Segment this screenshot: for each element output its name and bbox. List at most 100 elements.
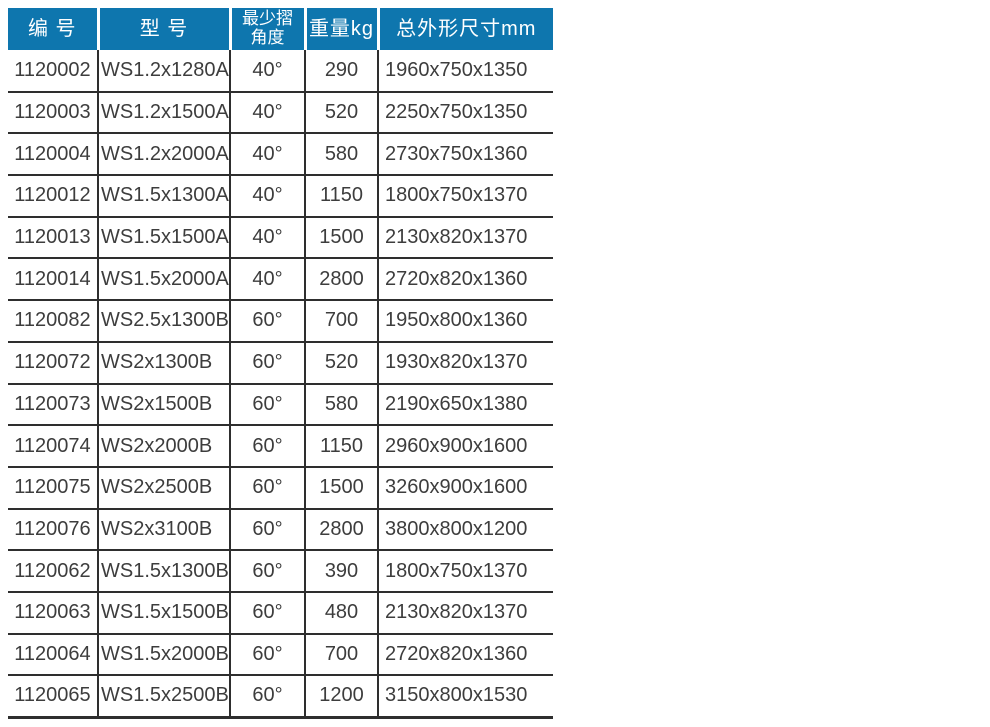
cell-weight: 700 [304, 300, 378, 343]
cell-model: WS1.5x2500B [97, 675, 230, 719]
cell-dimensions: 1800x750x1370 [377, 550, 553, 593]
cell-dimensions: 1960x750x1350 [377, 50, 553, 93]
header-row: 编 号 型 号 最少摺 角度 重量kg 总外形尺寸mm [8, 8, 553, 50]
cell-code: 1120002 [8, 50, 98, 93]
table-row: 1120062 WS1.5x1300B 60° 390 1800x750x137… [8, 550, 553, 593]
cell-code: 1120075 [8, 466, 98, 510]
cell-weight: 2800 [304, 508, 378, 552]
cell-weight: 700 [304, 633, 378, 677]
cell-weight: 1150 [304, 175, 378, 218]
cell-model: WS2x1300B [97, 341, 230, 385]
cell-dimensions: 1950x800x1360 [377, 300, 553, 343]
cell-model: WS1.5x1300A [97, 175, 230, 218]
col-header-code: 编 号 [8, 8, 98, 50]
cell-dimensions: 3150x800x1530 [377, 675, 553, 719]
cell-min-angle: 60° [229, 675, 305, 719]
cell-weight: 390 [304, 550, 378, 593]
cell-min-angle: 40° [229, 175, 305, 218]
cell-dimensions: 1930x820x1370 [377, 341, 553, 385]
cell-min-angle: 60° [229, 508, 305, 552]
cell-dimensions: 2730x750x1360 [377, 133, 553, 177]
table-row: 1120075 WS2x2500B 60° 1500 3260x900x1600 [8, 466, 553, 510]
cell-code: 1120064 [8, 633, 98, 677]
cell-weight: 520 [304, 341, 378, 385]
cell-model: WS1.2x2000A [97, 133, 230, 177]
cell-code: 1120012 [8, 175, 98, 218]
cell-min-angle: 60° [229, 550, 305, 593]
cell-min-angle: 60° [229, 300, 305, 343]
table-row: 1120073 WS2x1500B 60° 580 2190x650x1380 [8, 383, 553, 427]
table-row: 1120003 WS1.2x1500A 40° 520 2250x750x135… [8, 91, 553, 135]
cell-min-angle: 40° [229, 258, 305, 302]
cell-code: 1120004 [8, 133, 98, 177]
table-row: 1120063 WS1.5x1500B 60° 480 2130x820x137… [8, 591, 553, 635]
cell-min-angle: 40° [229, 91, 305, 135]
cell-weight: 580 [304, 383, 378, 427]
cell-dimensions: 2190x650x1380 [377, 383, 553, 427]
col-header-min-angle: 最少摺 角度 [228, 8, 305, 50]
cell-dimensions: 2130x820x1370 [377, 591, 553, 635]
cell-dimensions: 3800x800x1200 [377, 508, 553, 552]
cell-model: WS1.5x1300B [97, 550, 230, 593]
table-header: 编 号 型 号 最少摺 角度 重量kg 总外形尺寸mm [8, 8, 553, 50]
col-header-model: 型 号 [96, 8, 230, 50]
cell-code: 1120063 [8, 591, 98, 635]
cell-code: 1120082 [8, 300, 98, 343]
table-row: 1120013 WS1.5x1500A 40° 1500 2130x820x13… [8, 216, 553, 260]
cell-weight: 2800 [304, 258, 378, 302]
table-row: 1120072 WS2x1300B 60° 520 1930x820x1370 [8, 341, 553, 385]
cell-dimensions: 1800x750x1370 [377, 175, 553, 218]
table-body: 1120002 WS1.2x1280A 40° 290 1960x750x135… [8, 50, 553, 719]
cell-weight: 1200 [304, 675, 378, 719]
cell-weight: 580 [304, 133, 378, 177]
cell-code: 1120062 [8, 550, 98, 593]
cell-min-angle: 60° [229, 591, 305, 635]
cell-weight: 1500 [304, 466, 378, 510]
cell-dimensions: 3260x900x1600 [377, 466, 553, 510]
cell-model: WS2.5x1300B [97, 300, 230, 343]
product-spec-table: 编 号 型 号 最少摺 角度 重量kg 总外形尺寸mm 1120002 WS1.… [8, 8, 553, 719]
cell-min-angle: 60° [229, 341, 305, 385]
cell-model: WS1.5x2000B [97, 633, 230, 677]
cell-min-angle: 60° [229, 425, 305, 468]
cell-code: 1120072 [8, 341, 98, 385]
cell-code: 1120076 [8, 508, 98, 552]
cell-code: 1120013 [8, 216, 98, 260]
col-header-dimensions: 总外形尺寸mm [376, 8, 553, 50]
cell-weight: 480 [304, 591, 378, 635]
cell-weight: 520 [304, 91, 378, 135]
cell-weight: 1500 [304, 216, 378, 260]
cell-model: WS2x2500B [97, 466, 230, 510]
table-row: 1120064 WS1.5x2000B 60° 700 2720x820x136… [8, 633, 553, 677]
table-row: 1120014 WS1.5x2000A 40° 2800 2720x820x13… [8, 258, 553, 302]
cell-dimensions: 2960x900x1600 [377, 425, 553, 468]
cell-dimensions: 2130x820x1370 [377, 216, 553, 260]
cell-code: 1120073 [8, 383, 98, 427]
cell-min-angle: 60° [229, 633, 305, 677]
cell-model: WS1.2x1500A [97, 91, 230, 135]
table-row: 1120065 WS1.5x2500B 60° 1200 3150x800x15… [8, 675, 553, 719]
table-row: 1120082 WS2.5x1300B 60° 700 1950x800x136… [8, 300, 553, 343]
cell-model: WS1.5x1500A [97, 216, 230, 260]
cell-weight: 1150 [304, 425, 378, 468]
cell-code: 1120014 [8, 258, 98, 302]
cell-min-angle: 60° [229, 383, 305, 427]
cell-dimensions: 2250x750x1350 [377, 91, 553, 135]
table-row: 1120012 WS1.5x1300A 40° 1150 1800x750x13… [8, 175, 553, 218]
cell-model: WS2x2000B [97, 425, 230, 468]
cell-min-angle: 40° [229, 50, 305, 93]
cell-model: WS1.5x2000A [97, 258, 230, 302]
cell-model: WS1.5x1500B [97, 591, 230, 635]
cell-dimensions: 2720x820x1360 [377, 258, 553, 302]
cell-min-angle: 40° [229, 216, 305, 260]
cell-model: WS2x3100B [97, 508, 230, 552]
table-row: 1120074 WS2x2000B 60° 1150 2960x900x1600 [8, 425, 553, 468]
table-row: 1120004 WS1.2x2000A 40° 580 2730x750x136… [8, 133, 553, 177]
cell-model: WS1.2x1280A [97, 50, 230, 93]
cell-min-angle: 60° [229, 466, 305, 510]
col-header-weight: 重量kg [303, 8, 378, 50]
table-row: 1120076 WS2x3100B 60° 2800 3800x800x1200 [8, 508, 553, 552]
table-row: 1120002 WS1.2x1280A 40° 290 1960x750x135… [8, 50, 553, 93]
cell-dimensions: 2720x820x1360 [377, 633, 553, 677]
cell-min-angle: 40° [229, 133, 305, 177]
